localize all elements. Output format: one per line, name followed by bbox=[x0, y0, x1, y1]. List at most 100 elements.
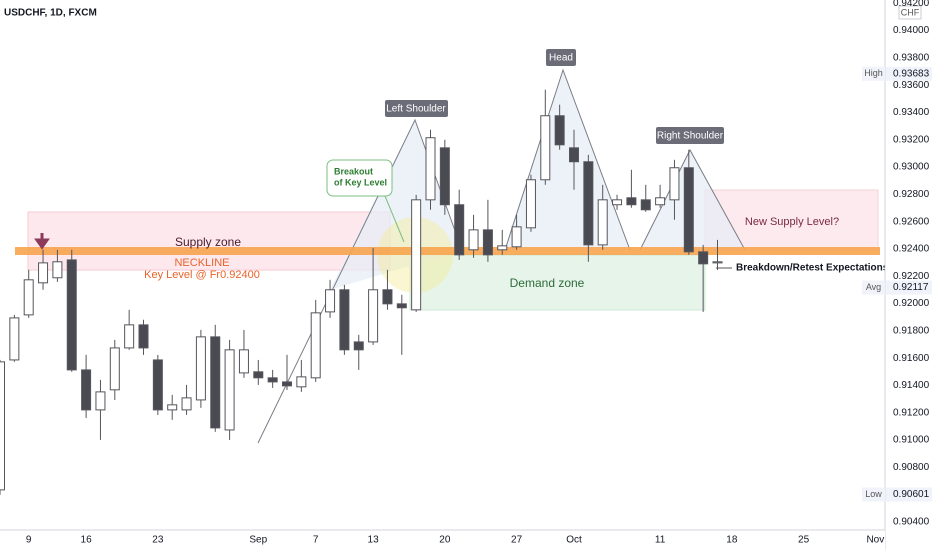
breakout-box bbox=[326, 159, 393, 197]
price-mark-name-box bbox=[862, 280, 885, 295]
candle-body bbox=[540, 115, 551, 181]
candle-body bbox=[23, 279, 34, 316]
candle-body bbox=[325, 289, 336, 313]
x-tick-label: 25 bbox=[798, 535, 810, 546]
candle-body bbox=[238, 349, 249, 374]
x-tick-label: Nov bbox=[866, 535, 884, 546]
candle-body bbox=[282, 381, 292, 387]
y-tick-label: 0.93000 bbox=[893, 162, 930, 173]
supply-zone bbox=[27, 211, 391, 271]
y-tick-label: 0.93600 bbox=[893, 80, 930, 91]
x-tick-label: 16 bbox=[81, 535, 93, 546]
price-mark-value: 0.90601 bbox=[893, 489, 930, 500]
candle-body bbox=[267, 377, 278, 383]
label-box bbox=[546, 49, 576, 66]
price-mark-box bbox=[886, 66, 932, 81]
y-tick-label: 0.94200 bbox=[893, 0, 930, 9]
arrow bbox=[34, 233, 50, 250]
demand-zone-label: Demand zone bbox=[510, 276, 585, 290]
x-tick-label: 9 bbox=[26, 535, 32, 546]
x-tick-label: 18 bbox=[726, 535, 738, 546]
candle-body bbox=[152, 359, 163, 411]
candle-body bbox=[310, 312, 321, 379]
candle-body bbox=[95, 391, 106, 411]
candle-body bbox=[339, 289, 350, 351]
candle-body bbox=[66, 259, 77, 371]
y-tick-label: 0.91400 bbox=[893, 380, 930, 391]
candles bbox=[0, 89, 723, 495]
currency-label: CHF bbox=[901, 7, 920, 17]
y-tick-label: 0.90800 bbox=[893, 462, 930, 473]
candle-body bbox=[669, 167, 680, 201]
candle-body bbox=[81, 369, 92, 411]
candle-body bbox=[224, 349, 235, 431]
price-axis bbox=[885, 0, 932, 550]
y-tick-label: 0.92600 bbox=[893, 216, 930, 227]
y-tick-label: 0.93400 bbox=[893, 107, 930, 118]
candle-body bbox=[0, 361, 5, 491]
breakout-label: of Key Level bbox=[334, 177, 387, 187]
candle-body bbox=[38, 262, 49, 284]
y-tick-label: 0.91800 bbox=[893, 325, 930, 336]
y-tick-label: 0.92800 bbox=[893, 189, 930, 200]
y-tick-label: 0.94000 bbox=[893, 25, 930, 36]
axes: 0.904000.906000.908000.910000.912000.914… bbox=[26, 0, 932, 546]
candle-body bbox=[655, 197, 666, 206]
left-shoulder-label: Left Shoulder bbox=[386, 104, 446, 115]
price-mark-box bbox=[886, 487, 932, 502]
candle-body bbox=[382, 289, 393, 305]
candle-body bbox=[9, 317, 20, 361]
x-tick-label: 7 bbox=[313, 535, 319, 546]
chart-title: USDCHF, 1D, FXCM bbox=[4, 8, 97, 19]
new-supply-label: New Supply Level? bbox=[745, 216, 839, 228]
head-line bbox=[504, 68, 631, 251]
candle-body bbox=[138, 324, 149, 349]
x-tick-label: 11 bbox=[655, 535, 666, 546]
breakout-label: Breakout bbox=[334, 166, 373, 176]
y-tick-label: 0.91000 bbox=[893, 435, 930, 446]
x-tick-label: Sep bbox=[249, 535, 267, 546]
annotations: USDCHF, 1D, FXCM Supply zone NECKLINE Ke… bbox=[4, 8, 889, 291]
right-shoulder-label: Right Shoulder bbox=[657, 131, 724, 142]
head-label: Head bbox=[549, 53, 573, 64]
y-tick-label: 0.92200 bbox=[893, 271, 930, 282]
neckline-label: NECKLINE bbox=[174, 257, 229, 269]
candle-body bbox=[712, 261, 723, 264]
price-mark-name-box bbox=[862, 66, 885, 81]
y-tick-label: 0.93800 bbox=[893, 53, 930, 64]
candle-body bbox=[396, 303, 407, 309]
key-level-label: Key Level @ Fr0.92400 bbox=[144, 269, 260, 281]
time-axis bbox=[0, 530, 885, 550]
candle-body bbox=[296, 376, 307, 388]
price-mark-value: 0.92117 bbox=[893, 282, 929, 293]
candle-body bbox=[454, 204, 465, 256]
candle-body bbox=[368, 289, 379, 343]
candle-body bbox=[511, 226, 522, 248]
candle-body bbox=[583, 161, 594, 246]
candle-body bbox=[640, 199, 651, 211]
y-tick-label: 0.92400 bbox=[893, 244, 930, 255]
candle-body bbox=[181, 397, 192, 411]
candle-body bbox=[612, 199, 623, 206]
y-tick-label: 0.93200 bbox=[893, 134, 930, 145]
candle-body bbox=[411, 199, 422, 311]
candle-body bbox=[525, 179, 536, 229]
currency-box bbox=[898, 5, 922, 20]
candle-body bbox=[210, 336, 221, 429]
demand-zone bbox=[409, 254, 706, 311]
price-mark-name-box bbox=[862, 487, 885, 502]
breakdown-label: Breakdown/Retest Expectations bbox=[736, 263, 889, 274]
y-tick-label: 0.90400 bbox=[893, 517, 930, 528]
x-tick-label: 13 bbox=[368, 535, 380, 546]
candle-body bbox=[52, 261, 63, 279]
x-tick-label: 20 bbox=[439, 535, 451, 546]
candle-body bbox=[554, 115, 565, 146]
price-mark-box bbox=[886, 280, 932, 295]
price-mark-name: Low bbox=[865, 489, 882, 499]
price-mark-name: Avg bbox=[866, 282, 881, 292]
candle-body bbox=[425, 137, 436, 201]
candle-body bbox=[353, 341, 364, 351]
y-tick-label: 0.91200 bbox=[893, 407, 930, 418]
candle-body bbox=[124, 324, 135, 349]
candle-body bbox=[439, 147, 450, 206]
